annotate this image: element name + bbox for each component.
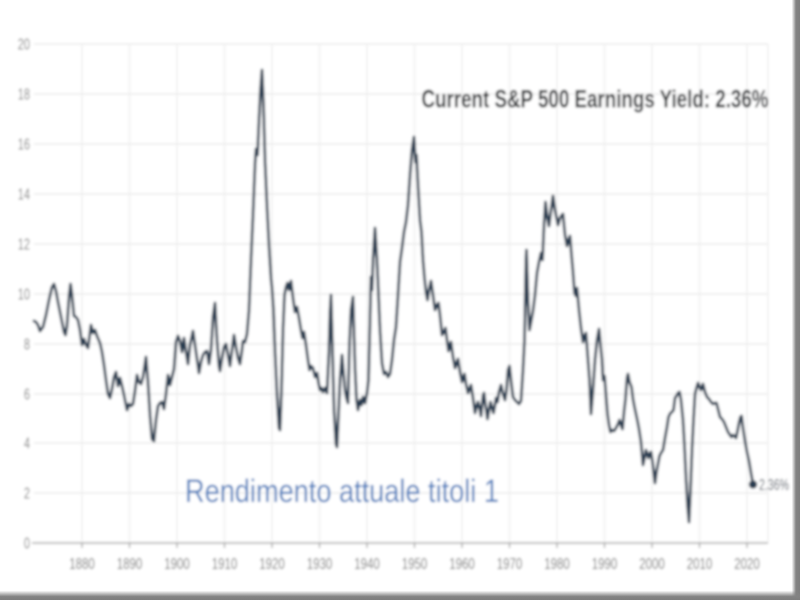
svg-text:2000: 2000 — [639, 554, 665, 572]
svg-text:Current S&P 500 Earnings Yield: Current S&P 500 Earnings Yield: 2.36% — [422, 85, 769, 114]
svg-text:8: 8 — [24, 336, 30, 353]
svg-text:1950: 1950 — [402, 554, 428, 572]
svg-text:10: 10 — [18, 286, 30, 303]
svg-text:1970: 1970 — [497, 554, 523, 572]
svg-text:1930: 1930 — [307, 554, 333, 572]
svg-text:1910: 1910 — [212, 554, 238, 572]
svg-text:12: 12 — [18, 236, 30, 253]
svg-text:2.36%: 2.36% — [759, 475, 789, 493]
svg-text:1990: 1990 — [592, 554, 618, 572]
svg-text:2010: 2010 — [687, 554, 713, 572]
svg-text:1890: 1890 — [117, 554, 143, 572]
svg-text:2020: 2020 — [734, 554, 760, 572]
svg-text:18: 18 — [18, 86, 30, 103]
svg-text:6: 6 — [24, 386, 30, 403]
svg-text:1880: 1880 — [69, 554, 95, 572]
svg-text:1960: 1960 — [449, 554, 475, 572]
svg-text:1900: 1900 — [164, 554, 190, 572]
svg-text:1940: 1940 — [354, 554, 380, 572]
svg-text:0: 0 — [24, 535, 30, 552]
svg-text:14: 14 — [18, 186, 31, 203]
svg-text:2: 2 — [24, 485, 30, 502]
svg-text:20: 20 — [18, 36, 30, 53]
svg-text:1980: 1980 — [544, 554, 570, 572]
svg-text:16: 16 — [18, 136, 30, 153]
svg-text:1920: 1920 — [259, 554, 285, 572]
svg-text:Rendimento attuale titoli 1: Rendimento attuale titoli 1 — [185, 472, 499, 509]
svg-text:4: 4 — [24, 435, 31, 452]
